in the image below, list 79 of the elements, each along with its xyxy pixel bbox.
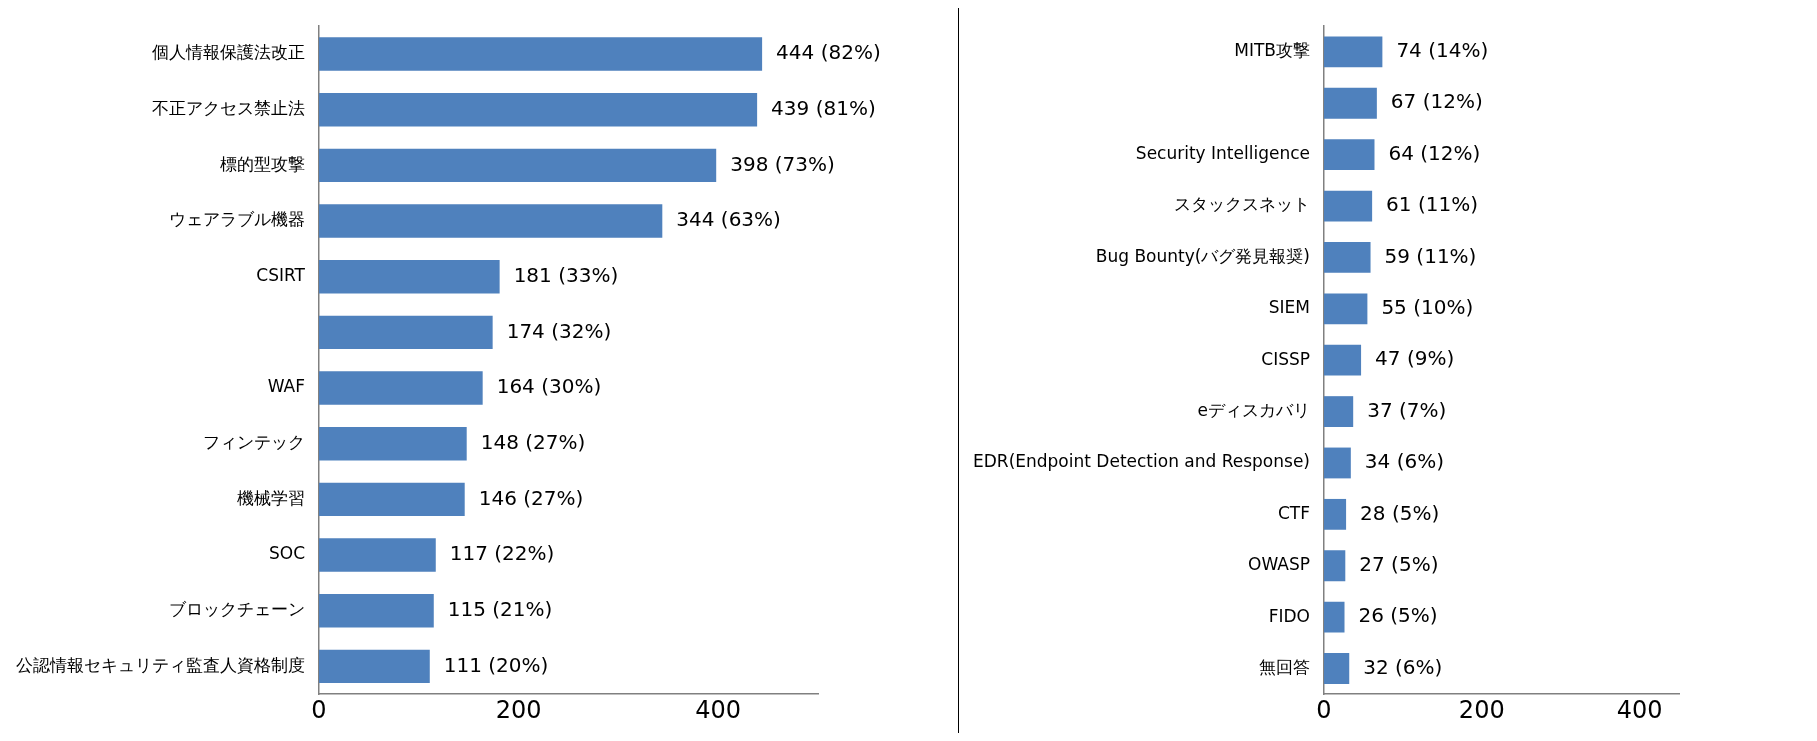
bar: [319, 260, 500, 294]
bar: [1324, 242, 1371, 273]
bar: [1324, 550, 1346, 582]
data-label: 55 (10%): [1381, 295, 1474, 320]
bar: [1324, 293, 1368, 325]
y-tick-label: Bug Bounty(バグ発見報奨): [1095, 245, 1310, 266]
x-tick-label: 200: [495, 695, 542, 724]
y-tick-label: フィンテック: [203, 432, 305, 453]
y-tick-label: CISSP: [1261, 348, 1310, 369]
bar: [319, 482, 465, 517]
data-label: 344 (63%): [676, 207, 781, 232]
y-tick-label: CSIRT: [256, 265, 306, 286]
y-tick-label: SOC: [268, 543, 305, 564]
x-tick-label: 0: [1316, 695, 1332, 724]
x-tick-label: 0: [311, 695, 327, 724]
data-label: 27 (5%): [1359, 551, 1439, 576]
data-label: 111 (20%): [443, 652, 549, 677]
y-tick-label: MITB攻撃: [1234, 40, 1310, 61]
bar: [319, 538, 436, 572]
bar: [319, 315, 493, 350]
data-label: 37 (7%): [1367, 397, 1447, 422]
bar: [1324, 396, 1354, 427]
data-label: 444 (82%): [776, 40, 881, 65]
data-label: 34 (6%): [1364, 449, 1444, 474]
x-tick-label: 200: [1458, 695, 1505, 724]
x-tick-label: 400: [1616, 695, 1663, 724]
data-label: 398 (73%): [730, 151, 835, 176]
y-tick-label: スタックスネット: [1174, 194, 1310, 215]
data-label: 74 (14%): [1396, 38, 1489, 63]
bar: [1324, 601, 1345, 633]
bar: [1324, 498, 1347, 530]
bar: [1324, 36, 1383, 68]
bar: [319, 204, 663, 238]
data-label: 26 (5%): [1358, 603, 1438, 628]
data-label: 174 (32%): [506, 318, 612, 343]
y-tick-label: SIEM: [1268, 297, 1310, 318]
data-label: 164 (30%): [496, 374, 602, 399]
bar: [319, 93, 758, 127]
data-label: 115 (21%): [447, 596, 553, 621]
y-tick-label: Security Intelligence: [1135, 143, 1310, 164]
y-tick-label: 無回答: [1259, 656, 1310, 677]
bar: [1324, 87, 1377, 119]
y-tick-label: eディスカバリ: [1197, 400, 1310, 421]
data-label: 64 (12%): [1388, 140, 1481, 165]
y-tick-label: 機械学習: [237, 487, 305, 508]
bar: [1324, 344, 1362, 376]
bar: [319, 148, 717, 183]
bar: [319, 594, 434, 628]
y-tick-label: ウェアラブル機器: [169, 209, 305, 230]
bar: [319, 371, 483, 405]
data-label: 47 (9%): [1375, 346, 1455, 371]
y-tick-label: ブロックチェーン: [169, 599, 305, 620]
data-label: 59 (11%): [1384, 243, 1477, 268]
y-tick-label: CTF: [1277, 502, 1310, 523]
data-label: 181 (33%): [513, 262, 619, 287]
bar: [1324, 190, 1373, 222]
bar: [319, 649, 430, 684]
y-tick-label: OWASP: [1248, 554, 1310, 575]
y-tick-label: 標的型攻撃: [220, 153, 305, 174]
y-tick-label: FIDO: [1268, 605, 1310, 626]
x-tick-label: 400: [695, 695, 742, 724]
data-label: 28 (5%): [1360, 500, 1440, 525]
y-tick-label: EDR(Endpoint Detection and Response): [973, 451, 1310, 472]
bar: [319, 37, 763, 71]
data-label: 146 (27%): [478, 485, 584, 510]
data-label: 61 (11%): [1386, 192, 1478, 217]
y-tick-label: 公認情報セキュリティ監査人資格制度: [16, 654, 305, 675]
data-label: 439 (81%): [771, 95, 876, 120]
y-tick-label: 不正アクセス禁止法: [152, 98, 305, 119]
bar: [319, 427, 467, 461]
bar: [1324, 139, 1375, 171]
y-tick-label: WAF: [267, 376, 305, 397]
data-label: 117 (22%): [449, 541, 555, 566]
data-label: 148 (27%): [480, 429, 586, 454]
bar: [1324, 447, 1351, 479]
y-tick-label: 個人情報保護法改正: [152, 42, 305, 63]
data-label: 32 (6%): [1363, 654, 1443, 679]
data-label: 67 (12%): [1390, 89, 1483, 114]
bar: [1324, 653, 1350, 684]
